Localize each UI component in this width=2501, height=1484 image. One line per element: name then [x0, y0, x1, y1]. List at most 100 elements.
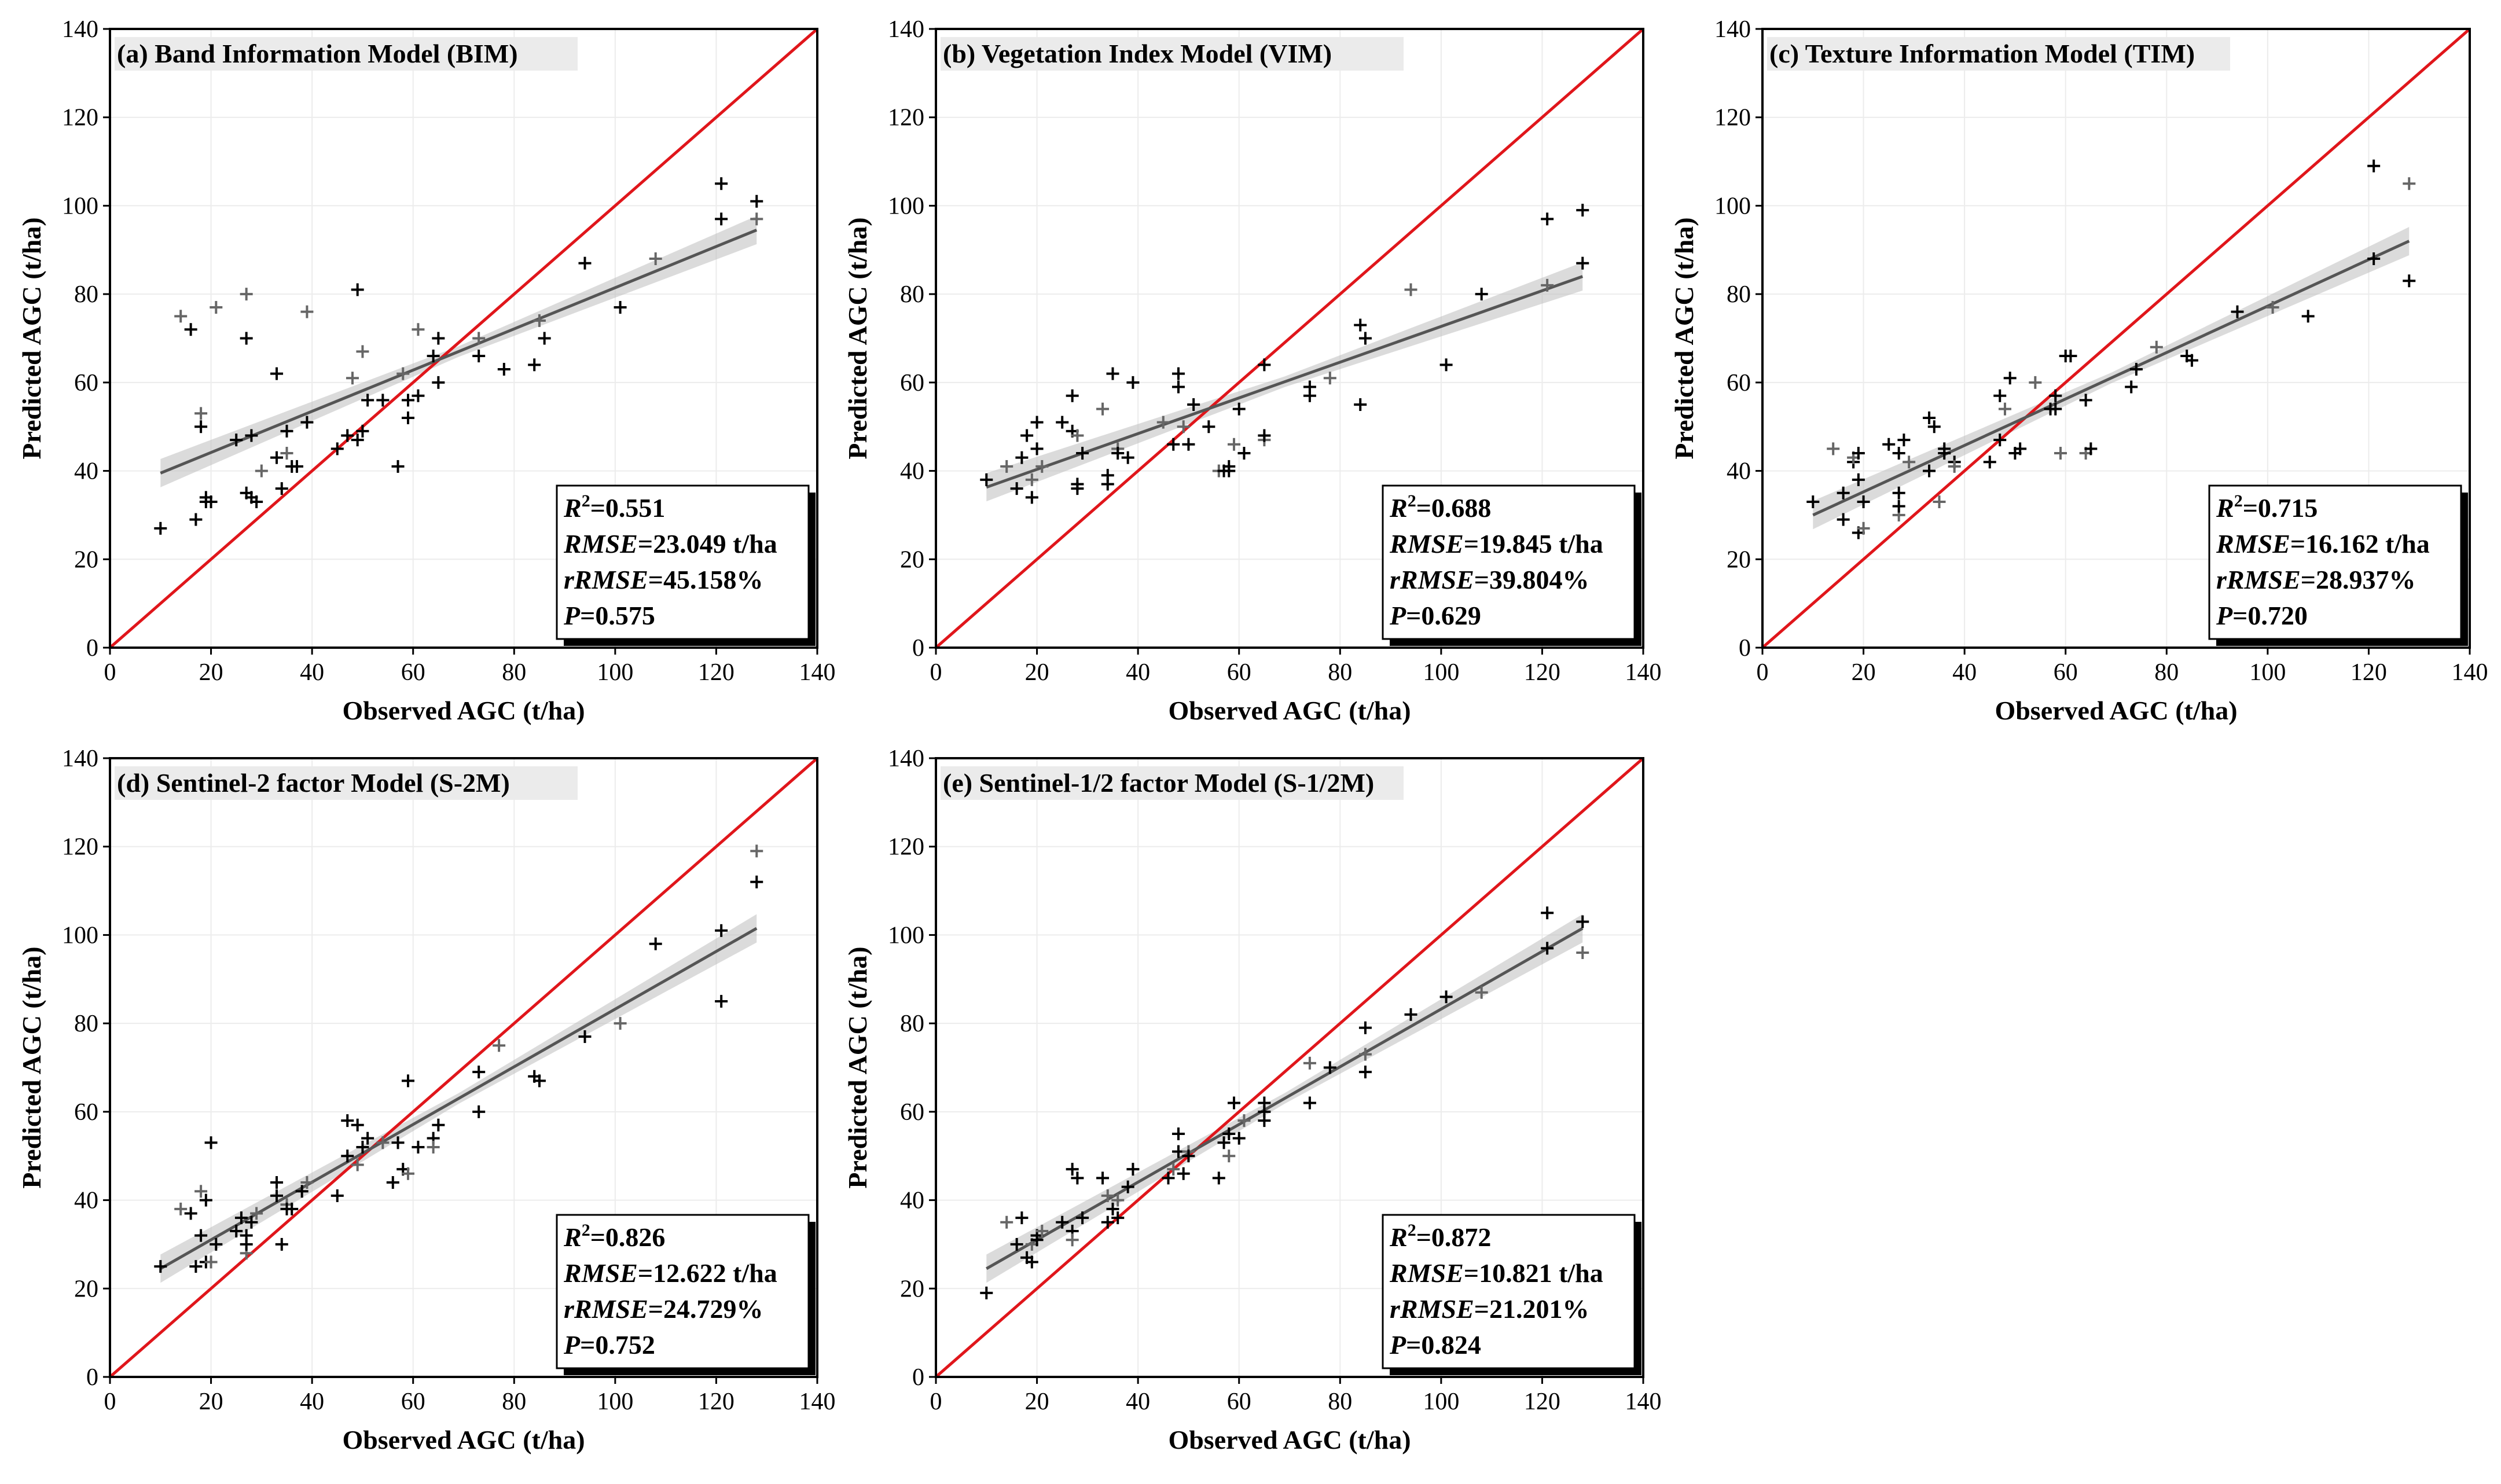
data-point — [1576, 915, 1589, 928]
data-point — [2403, 177, 2416, 190]
data-point — [1923, 411, 1936, 424]
plot-frame — [109, 757, 818, 1378]
x-tick-label: 140 — [799, 1389, 836, 1415]
y-tick-label: 120 — [1714, 105, 1751, 131]
x-tick-label: 60 — [2054, 659, 2078, 686]
r2-stat: R2=0.715 — [2216, 491, 2318, 523]
data-point — [1475, 986, 1488, 999]
data-point — [356, 345, 369, 358]
p-stat: P=0.629 — [1389, 601, 1481, 630]
data-point — [1983, 456, 1996, 469]
data-point — [1923, 464, 1936, 477]
data-point — [472, 1066, 486, 1079]
y-tick-label: 40 — [900, 1188, 924, 1214]
data-point — [1222, 460, 1236, 473]
data-point — [204, 1136, 218, 1149]
y-tick-label: 140 — [888, 16, 924, 43]
data-point — [1167, 438, 1180, 451]
data-point — [376, 1136, 390, 1149]
rrmse-stat: rRMSE=39.804% — [1390, 565, 1589, 594]
data-point — [750, 844, 763, 858]
panel-title-bg — [115, 37, 578, 71]
x-tick-label: 100 — [597, 659, 633, 686]
x-tick-label: 120 — [1524, 659, 1560, 686]
data-point — [1167, 1163, 1180, 1176]
data-point — [1837, 513, 1850, 526]
y-tick-label: 140 — [888, 745, 924, 772]
y-tick-label: 20 — [74, 546, 98, 573]
p-stat: P=0.824 — [1389, 1330, 1481, 1360]
rrmse-stat: rRMSE=45.158% — [564, 565, 763, 594]
data-point — [649, 937, 662, 950]
data-point — [1071, 1171, 1084, 1185]
data-point — [1903, 456, 1916, 469]
plot-layer — [936, 29, 1643, 648]
panel-title-bg — [941, 37, 1404, 71]
identity-line — [936, 758, 1643, 1377]
plot-frame — [935, 757, 1644, 1378]
data-point — [154, 1260, 167, 1273]
x-tick-label: 100 — [1423, 659, 1459, 686]
panel-title: (c) Texture Information Model (TIM) — [1769, 39, 2195, 68]
data-point — [1857, 495, 1870, 509]
x-tick-label: 80 — [502, 1389, 526, 1415]
y-tick-label: 140 — [62, 16, 98, 43]
x-tick-label: 80 — [1328, 1389, 1352, 1415]
x-tick-label: 0 — [104, 659, 116, 686]
data-point — [275, 1237, 288, 1251]
y-tick-label: 80 — [900, 1011, 924, 1037]
p-stat: P=0.752 — [563, 1330, 655, 1360]
data-point — [1938, 442, 1951, 456]
data-point — [1071, 482, 1084, 495]
y-tick-label: 20 — [900, 1276, 924, 1302]
data-point — [538, 332, 551, 345]
data-point — [472, 1105, 486, 1118]
data-point — [1101, 477, 1114, 491]
data-point — [432, 1118, 445, 1132]
data-point — [1071, 429, 1084, 442]
data-point — [1576, 256, 1589, 270]
data-point — [1171, 367, 1185, 380]
data-point — [1852, 447, 1865, 460]
stats-box — [556, 1214, 810, 1369]
data-point — [1358, 1048, 1372, 1061]
data-point — [1096, 1171, 1110, 1185]
data-point — [1111, 1193, 1125, 1207]
data-point — [1354, 318, 1367, 332]
data-point — [356, 424, 369, 438]
data-point — [1303, 1096, 1316, 1110]
data-point — [1227, 438, 1240, 451]
plot-layer — [1762, 29, 2470, 648]
data-point — [401, 394, 414, 407]
data-point — [1025, 1255, 1038, 1269]
data-point — [715, 994, 728, 1008]
data-point — [1258, 358, 1271, 372]
data-point — [497, 362, 511, 376]
y-axis-title: Predicted AGC (t/ha) — [843, 946, 872, 1188]
data-point — [1066, 1233, 1079, 1247]
y-tick-label: 140 — [62, 745, 98, 772]
data-point — [194, 1185, 208, 1198]
data-point — [1227, 1096, 1240, 1110]
data-point — [396, 367, 410, 380]
data-point — [2014, 442, 2027, 456]
data-point — [280, 424, 293, 438]
panel-title: (a) Band Information Model (BIM) — [117, 39, 518, 68]
data-point — [1404, 283, 1417, 296]
data-point — [2403, 274, 2416, 288]
x-tick-label: 40 — [1126, 659, 1150, 686]
y-tick-label: 0 — [86, 635, 98, 662]
data-point — [1015, 1211, 1029, 1225]
data-point — [240, 1229, 253, 1242]
data-point — [2084, 442, 2098, 456]
data-point — [1358, 332, 1372, 345]
data-point — [1020, 429, 1034, 442]
data-point — [290, 460, 303, 473]
chart-panel-b: (b) Vegetation Index Model (VIM) 00 20 20 40… — [843, 16, 1662, 725]
x-tick-label: 120 — [1524, 1389, 1560, 1415]
rmse-stat: RMSE=10.821 t/ha — [1389, 1258, 1603, 1288]
data-point — [245, 1215, 258, 1229]
data-point — [1182, 438, 1195, 451]
data-point — [472, 350, 486, 363]
data-point — [2064, 350, 2077, 363]
